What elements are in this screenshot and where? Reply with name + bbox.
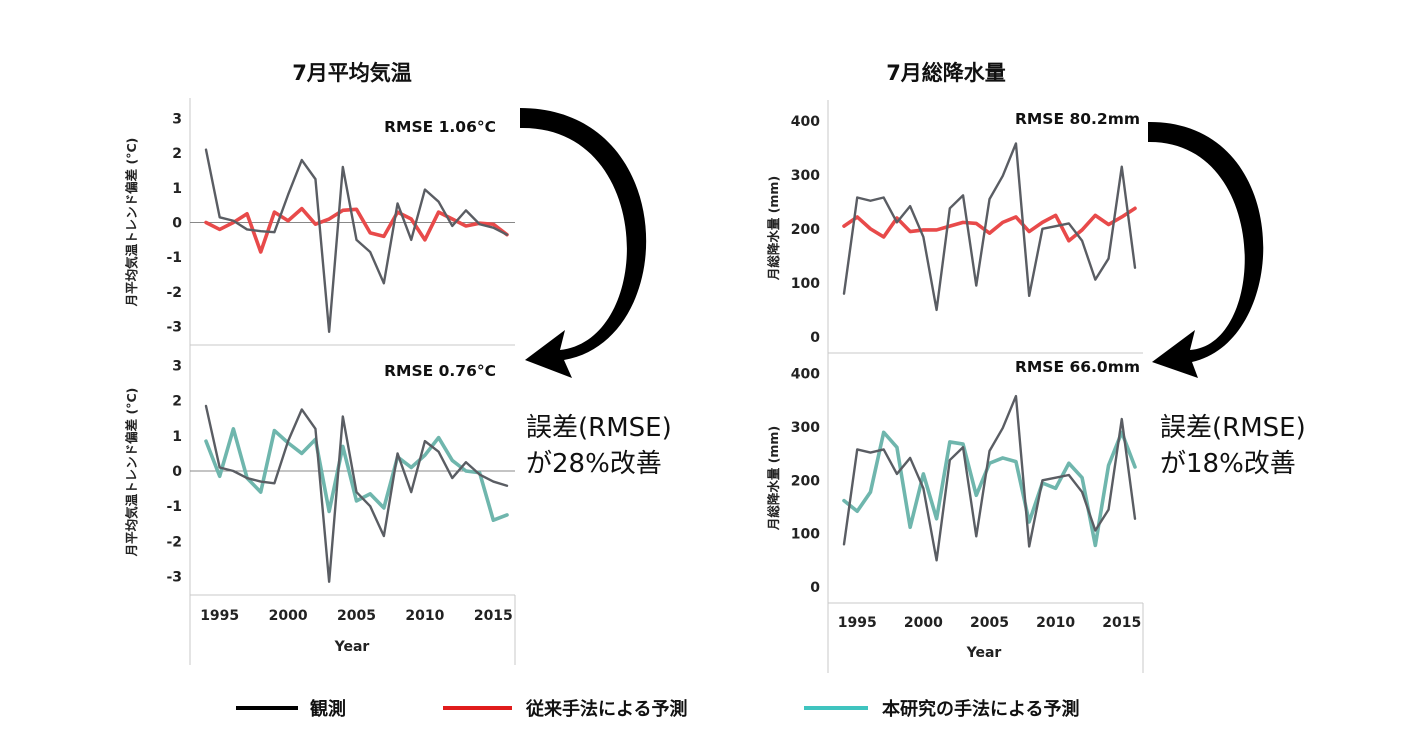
precipitation-title: 7月総降水量	[886, 61, 1006, 85]
precipitation-xlabel: Year	[966, 645, 1002, 661]
temperature-conventional-plot: 3 2 1 0 -1 -2 -3	[166, 98, 515, 346]
y-tick-label: 0	[172, 216, 182, 232]
y-tick-label: 400	[791, 114, 820, 130]
y-tick-label: -2	[166, 285, 182, 301]
y-tick-label: -2	[166, 534, 182, 550]
y-tick-label: 3	[172, 359, 182, 375]
temperature-proposed-plot: 3 2 1 0 -1 -2 -3 1995 2000 2005 2010 2015	[166, 345, 516, 665]
precipitation-conventional-plot: 400 300 200 100 0	[791, 100, 1143, 354]
temperature-xlabel: Year	[334, 639, 370, 655]
proposed-series-line	[204, 427, 509, 523]
y-tick-label: 1	[172, 429, 182, 445]
proposed-series-line	[842, 430, 1137, 548]
y-tick-label: -3	[166, 320, 182, 336]
y-tick-label: 0	[810, 330, 820, 346]
x-tick-label: 2015	[474, 608, 513, 624]
temperature-improvement-line2: が28%改善	[526, 449, 662, 479]
observed-series-line	[204, 148, 509, 333]
x-tick-label: 2000	[904, 615, 943, 631]
y-tick-label: 100	[791, 527, 820, 543]
y-tick-label: 2	[172, 146, 182, 162]
precipitation-bottom-rmse: RMSE 66.0mm	[1015, 358, 1140, 376]
conventional-series-line	[842, 206, 1137, 243]
x-tick-label: 2015	[1102, 615, 1141, 631]
y-tick-label: 3	[172, 111, 182, 127]
x-tick-label: 2005	[337, 608, 376, 624]
y-tick-label: -1	[166, 499, 182, 515]
y-tick-label: 400	[791, 367, 820, 383]
temperature-top-rmse: RMSE 1.06°C	[384, 118, 496, 136]
y-tick-label: 300	[791, 168, 820, 184]
legend: 観測 従来手法による予測 本研究の手法による予測	[236, 698, 1079, 720]
temperature-improvement-arrow	[520, 108, 647, 378]
precipitation-proposed-plot: 400 300 200 100 0 1995 2000 2005 2010 2015	[791, 353, 1144, 673]
precipitation-bottom-ylabel: 月総降水量 (mm)	[766, 426, 781, 531]
legend-observed-label: 観測	[310, 698, 346, 720]
legend-proposed-label: 本研究の手法による予測	[882, 698, 1079, 720]
y-tick-label: -3	[166, 569, 182, 585]
precipitation-top-rmse: RMSE 80.2mm	[1015, 110, 1140, 128]
precipitation-improvement-arrow	[1148, 121, 1264, 378]
temperature-top-ylabel: 月平均気温トレンド偏差 (°C)	[124, 138, 139, 308]
y-tick-label: 300	[791, 420, 820, 436]
legend-conventional-label: 従来手法による予測	[525, 698, 687, 720]
x-tick-label: 1995	[838, 615, 877, 631]
y-tick-label: 2	[172, 394, 182, 410]
y-tick-label: 0	[172, 464, 182, 480]
y-tick-label: 0	[810, 580, 820, 596]
x-tick-label: 2005	[970, 615, 1009, 631]
x-tick-label: 2010	[1036, 615, 1075, 631]
precipitation-improvement-line1: 誤差(RMSE)	[1160, 413, 1306, 443]
y-tick-label: 100	[791, 276, 820, 292]
observed-series-line	[204, 404, 509, 583]
precipitation-improvement-line2: が18%改善	[1160, 449, 1296, 479]
temperature-improvement-line1: 誤差(RMSE)	[526, 413, 672, 443]
x-tick-label: 2010	[405, 608, 444, 624]
y-tick-label: -1	[166, 250, 182, 266]
precipitation-top-ylabel: 月総降水量 (mm)	[766, 176, 781, 281]
y-tick-label: 200	[791, 473, 820, 489]
x-tick-label: 1995	[200, 608, 239, 624]
x-tick-label: 2000	[269, 608, 308, 624]
temperature-bottom-ylabel: 月平均気温トレンド偏差 (°C)	[124, 388, 139, 558]
observed-series-line	[842, 394, 1137, 562]
y-tick-label: 200	[791, 222, 820, 238]
temperature-title: 7月平均気温	[292, 61, 412, 85]
y-tick-label: 1	[172, 181, 182, 197]
observed-series-line	[842, 142, 1137, 312]
temperature-bottom-rmse: RMSE 0.76°C	[384, 362, 496, 380]
